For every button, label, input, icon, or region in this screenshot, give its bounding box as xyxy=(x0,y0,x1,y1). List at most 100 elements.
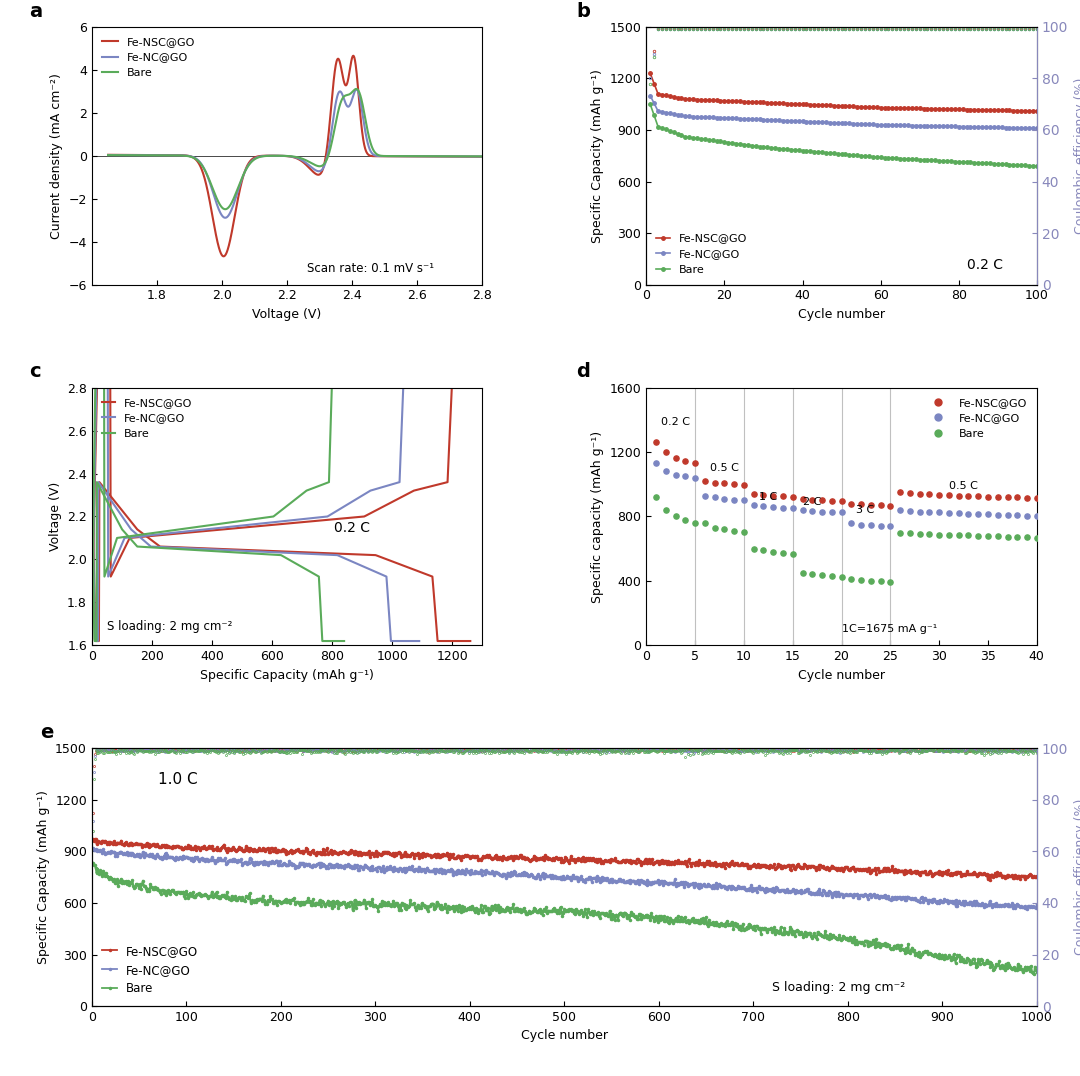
Point xyxy=(794,564,811,581)
X-axis label: Cycle number: Cycle number xyxy=(521,1030,608,1043)
Line: Bare: Bare xyxy=(648,102,1039,168)
Fe-NC@GO xyxy=(1030,897,1043,910)
Text: 0.2 C: 0.2 C xyxy=(661,416,690,427)
Point xyxy=(1028,490,1045,507)
Bare xyxy=(465,150,478,162)
Legend: Fe-NSC@GO, Fe-NC@GO, Bare: Fe-NSC@GO, Fe-NC@GO, Bare xyxy=(97,393,197,443)
X-axis label: Voltage (V): Voltage (V) xyxy=(253,308,322,321)
Point xyxy=(931,486,948,504)
Point xyxy=(999,489,1016,506)
Bare xyxy=(502,903,515,916)
Fe-NC@GO xyxy=(86,841,99,854)
Fe-NSC@GO xyxy=(718,95,731,108)
Bare xyxy=(734,923,747,936)
Point xyxy=(658,463,675,480)
Fe-NC@GO xyxy=(1011,122,1024,134)
Fe-NC@GO xyxy=(1021,902,1034,915)
Fe-NSC@GO xyxy=(183,841,195,854)
Fe-NSC@GO xyxy=(734,858,747,870)
Point xyxy=(989,506,1007,523)
Point xyxy=(891,484,908,501)
Bare xyxy=(219,202,232,215)
Point xyxy=(667,508,685,525)
Fe-NC@GO xyxy=(121,148,134,161)
Point xyxy=(735,492,753,509)
Point xyxy=(833,504,850,521)
Point xyxy=(706,489,724,506)
Fe-NC@GO xyxy=(183,851,195,864)
Y-axis label: Specific Capacity (mAh g⁻¹): Specific Capacity (mAh g⁻¹) xyxy=(37,790,50,964)
Fe-NC@GO xyxy=(476,150,489,162)
Point xyxy=(950,487,968,505)
Point xyxy=(989,489,1007,506)
Text: e: e xyxy=(40,723,53,742)
Point xyxy=(735,523,753,540)
Text: 1 C: 1 C xyxy=(758,493,777,502)
Point xyxy=(931,526,948,543)
Point xyxy=(862,496,879,513)
Bare xyxy=(999,158,1012,171)
Point xyxy=(912,525,929,542)
Point xyxy=(950,505,968,522)
Point xyxy=(726,491,743,508)
Line: Fe-NSC@GO: Fe-NSC@GO xyxy=(92,838,1038,881)
Point xyxy=(980,527,997,544)
Fe-NSC@GO xyxy=(284,150,297,162)
Point xyxy=(901,484,918,501)
Point xyxy=(813,504,831,521)
Bare xyxy=(284,150,297,162)
Fe-NSC@GO xyxy=(983,874,996,887)
Point xyxy=(862,516,879,534)
Fe-NC@GO xyxy=(734,882,747,895)
Point xyxy=(667,466,685,483)
Point xyxy=(726,522,743,539)
Fe-NSC@GO xyxy=(999,104,1012,117)
Point xyxy=(881,518,899,535)
Line: Fe-NC@GO: Fe-NC@GO xyxy=(648,94,1039,130)
Point xyxy=(1028,529,1045,547)
Fe-NSC@GO xyxy=(465,151,478,164)
Point xyxy=(677,511,694,528)
Point xyxy=(697,472,714,490)
Point xyxy=(784,489,801,506)
Text: 0.2 C: 0.2 C xyxy=(967,258,1002,272)
Text: b: b xyxy=(576,1,590,20)
Point xyxy=(716,491,733,508)
Fe-NC@GO xyxy=(874,118,887,131)
Point xyxy=(881,574,899,591)
Point xyxy=(774,499,792,516)
Point xyxy=(687,469,704,486)
Fe-NSC@GO xyxy=(468,850,481,863)
Line: Fe-NSC@GO: Fe-NSC@GO xyxy=(108,56,483,256)
Point xyxy=(852,496,869,513)
Point xyxy=(833,568,850,585)
Point xyxy=(921,525,939,542)
Point xyxy=(950,526,968,543)
Point xyxy=(1018,528,1036,546)
Text: 0.2 C: 0.2 C xyxy=(334,521,370,535)
Point xyxy=(852,571,869,589)
Bare xyxy=(1030,966,1043,979)
Fe-NC@GO xyxy=(396,150,409,162)
Point xyxy=(706,519,724,536)
Line: Fe-NSC@GO: Fe-NSC@GO xyxy=(648,71,1039,113)
Point xyxy=(774,544,792,562)
Y-axis label: Specific capacity (mAh g⁻¹): Specific capacity (mAh g⁻¹) xyxy=(591,430,604,603)
Point xyxy=(862,572,879,590)
Point xyxy=(794,501,811,519)
Fe-NC@GO xyxy=(102,148,114,161)
Bare xyxy=(476,150,489,162)
Fe-NSC@GO xyxy=(1030,104,1043,117)
Text: S loading: 2 mg cm⁻²: S loading: 2 mg cm⁻² xyxy=(772,980,905,993)
Text: 1C=1675 mA g⁻¹: 1C=1675 mA g⁻¹ xyxy=(841,624,936,635)
X-axis label: Specific Capacity (mAh g⁻¹): Specific Capacity (mAh g⁻¹) xyxy=(200,668,374,682)
Point xyxy=(804,566,821,583)
Fe-NSC@GO xyxy=(102,148,114,161)
Point xyxy=(813,492,831,509)
Point xyxy=(716,521,733,538)
Point xyxy=(970,506,987,523)
Point xyxy=(765,543,782,561)
Line: Fe-NC@GO: Fe-NC@GO xyxy=(92,847,1038,909)
Point xyxy=(1009,528,1026,546)
Fe-NC@GO xyxy=(999,122,1012,134)
